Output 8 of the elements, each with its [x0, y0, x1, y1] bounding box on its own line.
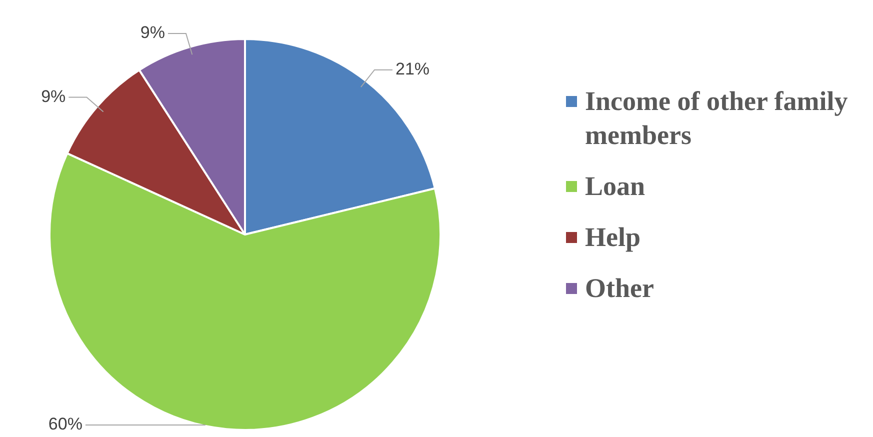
legend-label: Other [585, 272, 654, 305]
data-label: 60% [48, 414, 82, 434]
legend-label: Loan [585, 170, 646, 203]
data-label: 9% [41, 86, 66, 106]
legend-label: Help [585, 221, 641, 254]
legend-label: Income of other family members [585, 85, 849, 152]
data-label: 21% [396, 60, 430, 79]
data-label: 9% [140, 23, 165, 42]
